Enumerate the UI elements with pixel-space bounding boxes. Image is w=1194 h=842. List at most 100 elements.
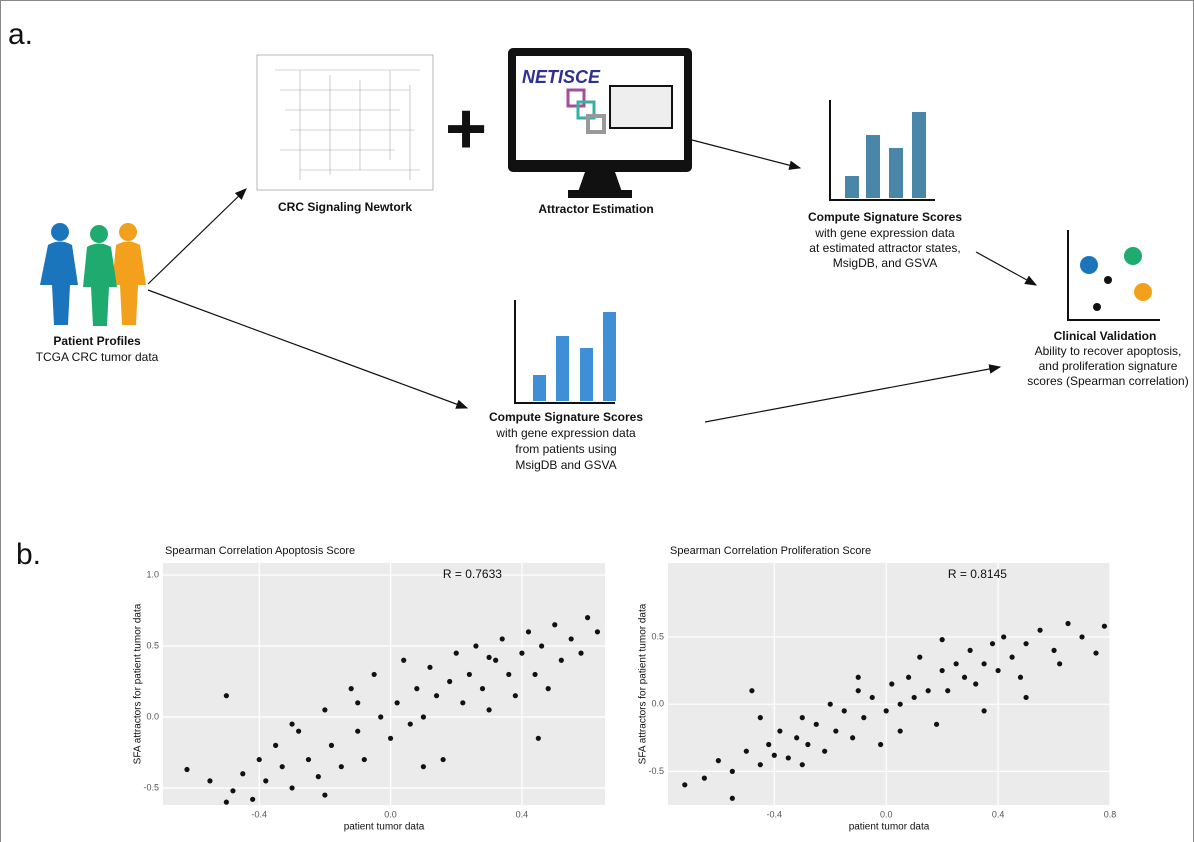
point bbox=[569, 636, 574, 641]
point bbox=[289, 721, 294, 726]
point bbox=[539, 643, 544, 648]
point bbox=[500, 636, 505, 641]
point bbox=[230, 788, 235, 793]
y-tick-label: 0.0 bbox=[146, 711, 159, 721]
point bbox=[702, 776, 707, 781]
point bbox=[954, 661, 959, 666]
point bbox=[296, 729, 301, 734]
x-tick-label: 0.0 bbox=[384, 809, 397, 819]
annotation: R = 0.7633 bbox=[443, 567, 502, 581]
point bbox=[329, 743, 334, 748]
scores-line: MsigDB and GSVA bbox=[515, 458, 616, 472]
point bbox=[850, 735, 855, 740]
point bbox=[934, 722, 939, 727]
point bbox=[519, 651, 524, 656]
point bbox=[990, 641, 995, 646]
point bbox=[460, 700, 465, 705]
y-axis-label: SFA attractors for patient tumor data bbox=[638, 603, 649, 764]
validation-title: Clinical Validation bbox=[1054, 329, 1157, 343]
validation-line: and proliferation signature bbox=[1039, 359, 1178, 373]
point bbox=[786, 755, 791, 760]
point bbox=[339, 764, 344, 769]
point bbox=[870, 695, 875, 700]
scores-line: MsigDB, and GSVA bbox=[833, 256, 937, 270]
point bbox=[766, 742, 771, 747]
point bbox=[257, 757, 262, 762]
patients-title: Patient Profiles bbox=[53, 334, 141, 348]
point bbox=[1023, 641, 1028, 646]
point bbox=[1057, 661, 1062, 666]
point bbox=[1093, 650, 1098, 655]
point bbox=[289, 785, 294, 790]
point bbox=[263, 778, 268, 783]
point bbox=[372, 672, 377, 677]
x-tick-label: -0.4 bbox=[251, 809, 267, 819]
point bbox=[316, 774, 321, 779]
point bbox=[1065, 621, 1070, 626]
network-label: CRC Signaling Newtork bbox=[278, 200, 412, 214]
point bbox=[207, 778, 212, 783]
point bbox=[1009, 655, 1014, 660]
page: {"panel_a": {"label": "a.", "network": {… bbox=[0, 0, 1194, 842]
point bbox=[856, 675, 861, 680]
scores-title: Compute Signature Scores bbox=[489, 410, 643, 424]
point bbox=[224, 800, 229, 805]
point bbox=[912, 695, 917, 700]
point bbox=[280, 764, 285, 769]
point bbox=[800, 762, 805, 767]
validation-line: Ability to recover apoptosis, bbox=[1035, 344, 1182, 358]
figure: a. CRC Signaling Newtork + NETISCE Attra… bbox=[0, 0, 1194, 842]
point bbox=[833, 728, 838, 733]
point bbox=[454, 651, 459, 656]
point bbox=[1051, 648, 1056, 653]
point bbox=[906, 675, 911, 680]
point bbox=[716, 758, 721, 763]
scores-line: at estimated attractor states, bbox=[809, 241, 960, 255]
point bbox=[889, 681, 894, 686]
validation-icon bbox=[1068, 230, 1160, 320]
point bbox=[898, 728, 903, 733]
point bbox=[730, 796, 735, 801]
point bbox=[758, 762, 763, 767]
point bbox=[306, 757, 311, 762]
y-tick-label: 1.0 bbox=[146, 569, 159, 579]
point bbox=[856, 688, 861, 693]
scores-line: with gene expression data bbox=[814, 226, 955, 240]
point bbox=[772, 753, 777, 758]
annotation: R = 0.8145 bbox=[948, 567, 1007, 581]
point bbox=[940, 668, 945, 673]
point bbox=[917, 655, 922, 660]
point bbox=[506, 672, 511, 677]
point bbox=[1001, 634, 1006, 639]
point bbox=[362, 757, 367, 762]
point bbox=[513, 693, 518, 698]
point bbox=[926, 688, 931, 693]
bar-icon bbox=[830, 100, 935, 200]
point bbox=[349, 686, 354, 691]
point bbox=[441, 757, 446, 762]
point bbox=[378, 714, 383, 719]
point bbox=[532, 672, 537, 677]
point bbox=[401, 658, 406, 663]
point bbox=[355, 700, 360, 705]
point bbox=[842, 708, 847, 713]
point bbox=[585, 615, 590, 620]
point bbox=[473, 643, 478, 648]
point bbox=[421, 714, 426, 719]
point bbox=[730, 769, 735, 774]
x-tick-label: -0.4 bbox=[767, 809, 783, 819]
point bbox=[1018, 675, 1023, 680]
point bbox=[744, 749, 749, 754]
patient-figures bbox=[40, 223, 146, 326]
point bbox=[878, 742, 883, 747]
point bbox=[814, 722, 819, 727]
point bbox=[982, 661, 987, 666]
plot-background bbox=[668, 563, 1110, 805]
point bbox=[224, 693, 229, 698]
point bbox=[595, 629, 600, 634]
point bbox=[184, 767, 189, 772]
brand: NETISCE bbox=[522, 67, 601, 87]
y-axis-label: SFA attractors for patient tumor data bbox=[133, 603, 144, 764]
point bbox=[758, 715, 763, 720]
point bbox=[408, 721, 413, 726]
